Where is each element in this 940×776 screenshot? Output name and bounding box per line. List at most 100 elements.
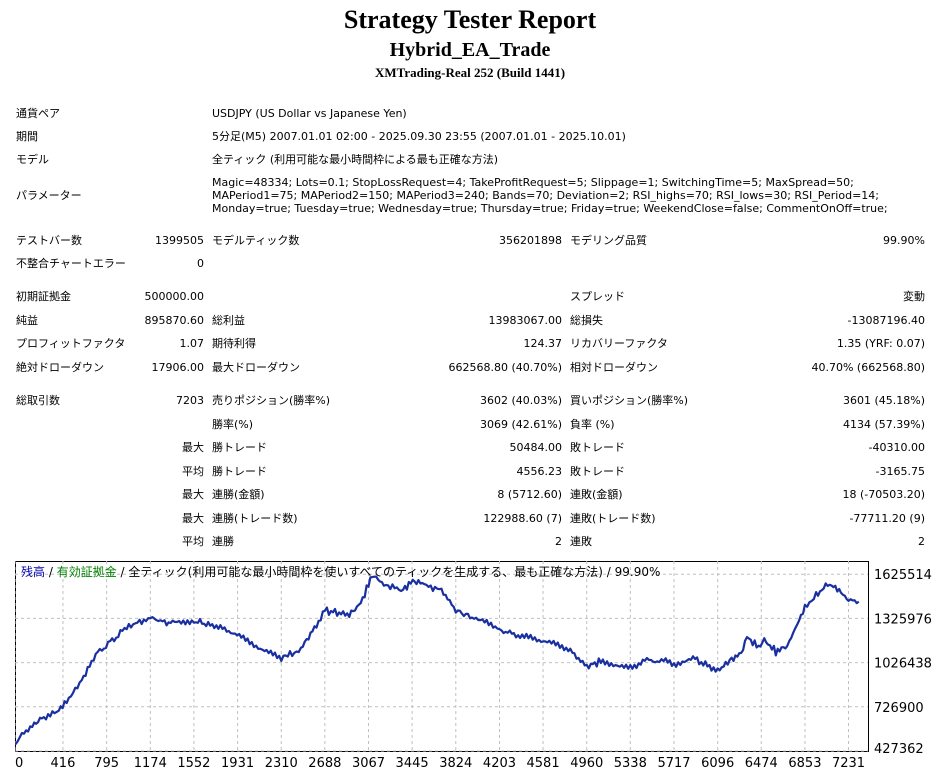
balance-chart: 427362 726900 1026438 1325976 1625514 0 416 79… — [15, 561, 935, 773]
avg-consec-loss-value: 2 — [918, 535, 925, 548]
netprofit-value: 895870.60 — [144, 314, 205, 327]
x-tick-label: 6853 — [788, 756, 821, 771]
consec-loss-cnt-value: -77711.20 (9) — [849, 512, 925, 525]
grossprofit-label: 総利益 — [212, 314, 245, 327]
deposit-label: 初期証拠金 — [16, 290, 71, 303]
x-tick-label: 1552 — [177, 756, 210, 771]
consec-loss-amt-value: 18 (-70503.20) — [842, 488, 925, 501]
y-tick-label: 726900 — [874, 701, 924, 716]
expected-value: 124.37 — [523, 337, 563, 350]
bars-label: テストバー数 — [16, 234, 82, 247]
x-tick-label: 7231 — [832, 756, 865, 771]
max-label-2: 最大 — [182, 488, 204, 501]
max-loss-value: -40310.00 — [868, 441, 925, 454]
netprofit-label: 純益 — [16, 314, 38, 327]
x-tick-label: 795 — [94, 756, 119, 771]
max-label: 最大 — [182, 441, 204, 454]
x-tick-label: 1931 — [221, 756, 254, 771]
pf-label: プロフィットファクタ — [16, 337, 126, 350]
chart-legend: 残高 / 有効証拠金 / 全ティック(利用可能な最小時間枠を使いすべてのティック… — [21, 564, 660, 579]
report-title: Strategy Tester Report — [343, 5, 597, 34]
spread-label: スプレッド — [570, 290, 625, 303]
consec-win-amt-value: 8 (5712.60) — [497, 488, 562, 501]
model-value: 全ティック (利用可能な最小時間枠による最も正確な方法) — [212, 153, 499, 166]
x-tick-label: 5338 — [614, 756, 647, 771]
short-label: 売りポジション(勝率%) — [212, 394, 331, 407]
grossprofit-value: 13983067.00 — [488, 314, 562, 327]
balance-series-line — [15, 575, 860, 746]
losspct-value: 4134 (57.39%) — [842, 418, 925, 431]
symbol-label: 通貨ペア — [16, 107, 60, 120]
consec-win-cnt-value: 122988.60 (7) — [483, 512, 562, 525]
period-label: 期間 — [16, 130, 38, 143]
reldd-value: 40.70% (662568.80) — [811, 361, 925, 374]
avg-loss-value: -3165.75 — [875, 465, 925, 478]
grossloss-label: 総損失 — [570, 314, 603, 327]
recovery-label: リカバリーファクタ — [570, 337, 668, 350]
legend-equity: 有効証拠金 — [57, 564, 117, 579]
x-tick-label: 4960 — [570, 756, 603, 771]
trades-value: 7203 — [176, 394, 204, 407]
avg-win-label: 勝トレード — [212, 465, 267, 478]
legend-separator: / — [45, 565, 57, 579]
legend-balance: 残高 — [21, 564, 45, 579]
symbol-value: USDJPY (US Dollar vs Japanese Yen) — [212, 107, 407, 120]
reldd-label: 相対ドローダウン — [570, 361, 658, 374]
mismatch-label: 不整合チャートエラー — [16, 257, 126, 270]
max-label-3: 最大 — [182, 512, 204, 525]
avg-consec-loss-label: 連敗 — [570, 535, 592, 548]
quality-label: モデリング品質 — [570, 234, 647, 247]
x-tick-label: 0 — [15, 756, 23, 771]
y-tick-label: 1026438 — [874, 657, 932, 672]
avg-win-value: 4556.23 — [516, 465, 563, 478]
long-value: 3601 (45.18%) — [842, 394, 925, 407]
legend-description: / 全ティック(利用可能な最小時間枠を使いすべてのティックを生成する、最も正確な… — [117, 564, 661, 579]
spread-value: 変動 — [903, 290, 925, 303]
max-win-value: 50484.00 — [509, 441, 563, 454]
trades-label: 総取引数 — [16, 394, 60, 407]
grossloss-value: -13087196.40 — [847, 314, 925, 327]
x-tick-label: 6096 — [701, 756, 734, 771]
consec-loss-amt-label: 連敗(金額) — [570, 488, 623, 501]
maxdd-label: 最大ドローダウン — [212, 361, 300, 374]
ticks-value: 356201898 — [499, 234, 562, 247]
x-tick-label: 4581 — [527, 756, 560, 771]
model-label: モデル — [16, 153, 49, 166]
winpct-label: 勝率(%) — [212, 418, 254, 431]
consec-loss-cnt-label: 連敗(トレード数) — [570, 512, 656, 525]
absdd-value: 17906.00 — [151, 361, 205, 374]
short-value: 3602 (40.03%) — [479, 394, 562, 407]
avg-consec-win-value: 2 — [555, 535, 562, 548]
ea-name: Hybrid_EA_Trade — [389, 39, 551, 61]
x-tick-label: 1174 — [134, 756, 167, 771]
consec-win-amt-label: 連勝(金額) — [212, 488, 265, 501]
x-tick-label: 2688 — [308, 756, 341, 771]
params-value: Magic=48334; Lots=0.1; StopLossRequest=4… — [212, 176, 888, 215]
avg-consec-win-label: 連勝 — [212, 535, 234, 548]
params-label: パラメーター — [16, 189, 82, 202]
long-label: 買いポジション(勝率%) — [570, 394, 689, 407]
x-tick-label: 4203 — [483, 756, 516, 771]
x-tick-label: 5717 — [657, 756, 690, 771]
y-tick-label: 1625514 — [874, 568, 932, 583]
expected-label: 期待利得 — [212, 337, 256, 350]
x-tick-label: 6474 — [745, 756, 778, 771]
deposit-value: 500000.00 — [144, 290, 205, 303]
absdd-label: 絶対ドローダウン — [16, 361, 104, 374]
maxdd-value: 662568.80 (40.70%) — [448, 361, 562, 374]
recovery-value: 1.35 (YRF: 0.07) — [836, 337, 925, 350]
y-tick-label: 1325976 — [874, 612, 932, 627]
avg-label: 平均 — [182, 465, 204, 478]
max-loss-label: 敗トレード — [570, 441, 625, 454]
quality-value: 99.90% — [883, 234, 925, 247]
x-tick-label: 3445 — [396, 756, 429, 771]
x-tick-label: 3067 — [352, 756, 385, 771]
server-info: XMTrading-Real 252 (Build 1441) — [374, 65, 566, 80]
avg-label-2: 平均 — [182, 535, 204, 548]
ticks-label: モデルティック数 — [212, 234, 300, 247]
losspct-label: 負率 (%) — [570, 418, 615, 431]
x-tick-label: 416 — [51, 756, 76, 771]
pf-value: 1.07 — [179, 337, 205, 350]
avg-loss-label: 敗トレード — [570, 465, 625, 478]
consec-win-cnt-label: 連勝(トレード数) — [212, 512, 298, 525]
